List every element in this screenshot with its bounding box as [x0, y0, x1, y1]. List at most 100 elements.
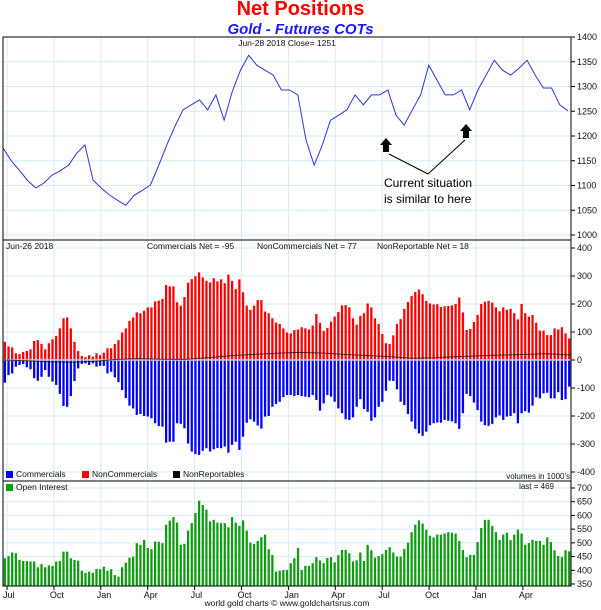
- noncommercials-bar: [88, 355, 91, 360]
- noncommercials-bar: [553, 328, 556, 360]
- noncommercials-bar: [77, 351, 80, 360]
- commercials-bar: [450, 360, 454, 422]
- noncommercials-bar: [36, 340, 39, 360]
- open-interest-bar: [135, 543, 138, 586]
- open-interest-bar: [472, 554, 476, 586]
- open-interest-bar: [142, 539, 146, 586]
- noncommercials-bar: [436, 304, 439, 360]
- y-tick-label: 650: [577, 497, 592, 507]
- y-tick-label: 0: [577, 355, 582, 365]
- noncommercials-bar: [318, 322, 322, 360]
- commercials-bar: [315, 360, 318, 401]
- noncommercials-bar: [414, 291, 417, 360]
- noncommercials-bar: [51, 339, 54, 360]
- open-interest-bar: [304, 565, 307, 586]
- y-tick-label: 1400: [577, 32, 597, 42]
- noncommercials-bar: [102, 352, 105, 360]
- commercials-bar: [252, 360, 256, 422]
- open-interest-bar: [414, 524, 417, 586]
- open-interest-bar: [51, 565, 54, 586]
- commercials-bar: [3, 360, 7, 383]
- noncommercials-bar: [117, 340, 120, 360]
- commercials-bar: [139, 360, 142, 415]
- commercials-bar: [201, 360, 204, 451]
- commercials-bar: [480, 360, 483, 422]
- commercials-bar: [487, 360, 490, 426]
- commercials-bar: [509, 360, 512, 416]
- noncommercials-bar: [146, 307, 149, 360]
- commercials-bar: [260, 360, 263, 429]
- noncommercials-bar: [300, 327, 303, 360]
- commercials-bar: [285, 360, 289, 395]
- legend-swatch-green: [6, 484, 13, 491]
- open-interest-bar: [359, 552, 362, 586]
- noncommercials-bar: [208, 282, 212, 360]
- noncommercials-bar: [421, 294, 424, 360]
- noncommercials-bar: [142, 310, 146, 360]
- noncommercials-bar: [557, 329, 560, 360]
- price-panel-frame: [2, 36, 572, 241]
- y-tick-label: 1300: [577, 82, 597, 92]
- open-interest-bar: [318, 560, 322, 586]
- open-interest-bar: [33, 561, 36, 586]
- open-interest-bar: [568, 551, 571, 586]
- commercials-bar: [425, 360, 428, 432]
- open-interest-bar: [172, 517, 175, 586]
- noncommercials-bar: [263, 311, 267, 360]
- commercials-bar: [410, 360, 413, 422]
- commercials-bar: [142, 360, 146, 416]
- open-interest-bar: [223, 523, 226, 586]
- commercials-bar: [414, 360, 417, 429]
- noncommercials-bar: [197, 272, 201, 360]
- open-interest-bar: [483, 519, 487, 586]
- y-tick-label: 400: [577, 243, 592, 253]
- commercials-bar: [179, 360, 182, 424]
- noncommercials-bar: [238, 279, 241, 360]
- commercials-bar: [66, 360, 69, 407]
- open-interest-bar: [278, 570, 281, 586]
- open-interest-bar: [80, 570, 83, 586]
- noncommercials-bar: [546, 335, 549, 360]
- commercials-bar: [212, 360, 215, 450]
- annotation-line2: is similar to here: [384, 192, 472, 206]
- open-interest-bar: [373, 557, 377, 586]
- open-interest-bar: [230, 517, 234, 586]
- commercials-bar: [362, 360, 366, 409]
- open-interest-bar: [560, 557, 564, 586]
- commercials-bar: [22, 360, 25, 364]
- noncommercials-bar: [91, 356, 94, 360]
- commercials-bar: [135, 360, 138, 415]
- open-interest-bar: [234, 522, 237, 586]
- commercials-bar: [208, 360, 212, 452]
- open-interest-bar: [388, 547, 391, 586]
- open-interest-bar: [153, 541, 157, 586]
- commercials-bar: [454, 360, 457, 424]
- open-interest-bar: [436, 534, 439, 586]
- noncommercials-bar: [293, 330, 296, 360]
- commercials-bar: [340, 360, 344, 414]
- open-interest-bar: [106, 570, 109, 586]
- noncommercials-bar: [491, 302, 494, 360]
- commercials-bar: [172, 360, 175, 442]
- commercials-bar: [366, 360, 369, 412]
- open-interest-bar: [487, 519, 490, 586]
- noncommercials-bar: [487, 300, 490, 360]
- commercials-bar: [11, 360, 14, 374]
- y-tick-label: 700: [577, 483, 592, 493]
- open-interest-bar: [168, 520, 171, 586]
- x-tick-label: Jul: [378, 590, 390, 600]
- noncommercials-bar: [333, 316, 336, 360]
- commercials-bar: [359, 360, 362, 400]
- noncommercials-bar: [47, 343, 50, 360]
- commercials-bar: [381, 360, 384, 402]
- open-interest-bar: [465, 557, 468, 586]
- price-header: Jun-28 2018 Close= 1251: [238, 38, 336, 48]
- noncommercials-bar: [25, 351, 28, 360]
- y-tick-label: 1150: [577, 156, 596, 166]
- open-interest-bar: [186, 530, 190, 586]
- commercials-bar: [395, 360, 399, 390]
- commercials-bar: [25, 360, 28, 368]
- noncommercials-bar: [252, 305, 256, 360]
- open-interest-bar: [417, 520, 421, 586]
